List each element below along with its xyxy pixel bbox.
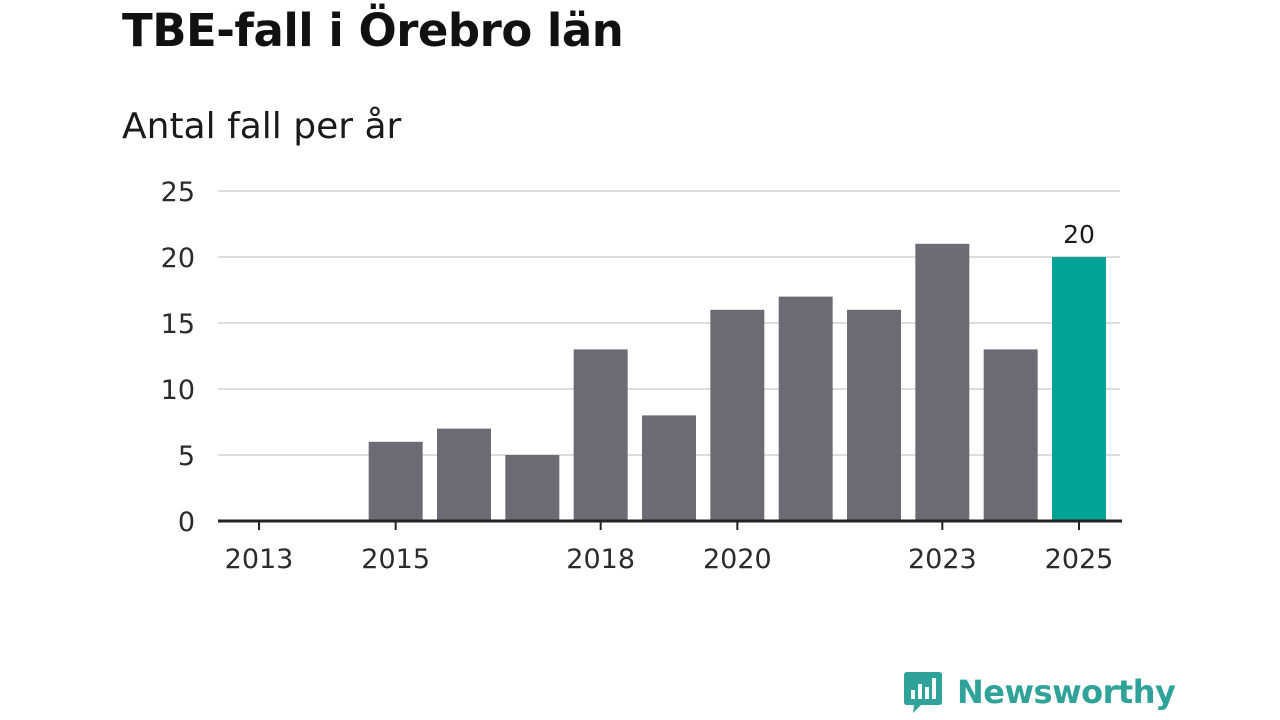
bar-2022 [847,309,901,521]
bar-chart-speech-bubble-icon [904,672,942,713]
bar-2024 [983,349,1038,521]
chart-subtitle: Antal fall per år [122,106,402,147]
bar-2021 [778,296,833,521]
x-tick-label: 2020 [703,544,772,575]
x-tick-label: 2018 [566,544,635,575]
bar-2016 [437,428,491,521]
y-tick-label: 25 [161,177,195,208]
y-tick-label: 15 [161,309,195,340]
y-tick-label: 10 [161,375,195,406]
brand-logo: Newsworthy [903,670,1176,714]
bar-2025 [1052,257,1106,521]
x-tick-label: 2015 [361,544,430,575]
bar-2020 [710,309,765,521]
x-tick-label: 2013 [225,544,294,575]
chart-title: TBE-fall i Örebro län [122,4,624,57]
bar-2018 [573,349,628,521]
y-tick-label: 0 [178,507,195,538]
bar-2017 [505,455,560,521]
y-tick-label: 20 [161,243,195,274]
brand-name: Newsworthy [957,673,1176,711]
data-label: 20 [1063,220,1095,249]
bar-2023 [915,243,970,522]
y-tick-label: 5 [178,441,195,472]
bar-2019 [642,415,696,521]
x-tick-label: 2023 [908,544,977,575]
x-tick-label: 2025 [1045,544,1114,575]
bar-2015 [368,441,423,521]
